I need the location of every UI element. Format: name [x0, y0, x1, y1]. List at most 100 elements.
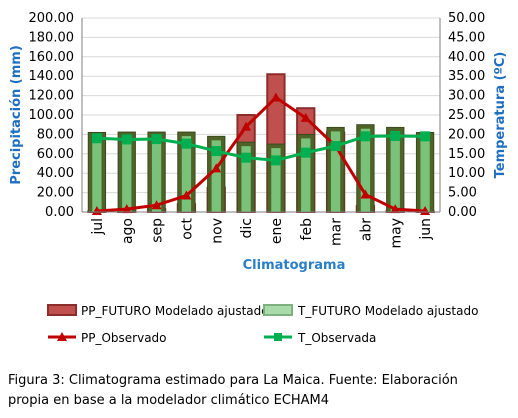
- legend-swatch-t-futuro: [263, 304, 293, 316]
- pp-observado-point: [181, 190, 192, 200]
- right-axis-title: Temperatura (ºC): [493, 52, 508, 179]
- x-axis-title: Climatograma: [243, 258, 346, 273]
- pp-observado-point: [360, 189, 371, 199]
- right-tick-label: 0.00: [448, 205, 477, 220]
- t-observada-point: [121, 134, 132, 145]
- legend-item-t-futuro: T_FUTURO Modelado ajustado: [263, 304, 478, 318]
- pp-observado-point: [300, 112, 311, 122]
- pp-observado-point: [420, 206, 431, 216]
- x-axis-ticks: jul ago sep oct nov dic ene feb mar abr may jun: [90, 218, 434, 249]
- right-tick-label: 20.00: [448, 127, 485, 142]
- t-observada-point: [360, 131, 371, 142]
- t-observada-point: [241, 152, 252, 163]
- t-observada-point: [151, 134, 162, 145]
- legend-swatch-pp-futuro: [47, 304, 77, 316]
- t-futuro-bar: [415, 131, 435, 213]
- t-futuro-bar-fill: [181, 136, 192, 212]
- left-tick-label: 0.00: [45, 205, 74, 220]
- right-tick-label: 35.00: [448, 69, 485, 84]
- right-tick-label: 45.00: [448, 30, 485, 45]
- right-tick-label: 10.00: [448, 166, 485, 181]
- x-tick-label: jul: [90, 218, 106, 236]
- t-observada-point: [270, 155, 281, 166]
- caption-line-2: propia en base a la modelador climático …: [8, 393, 330, 408]
- t-futuro-bar: [117, 131, 136, 213]
- left-tick-label: 120.00: [29, 89, 75, 104]
- legend-item-pp-observado: PP_Observado: [48, 331, 167, 345]
- left-tick-label: 20.00: [37, 186, 74, 201]
- t-futuro-bar: [296, 133, 315, 213]
- x-tick-label: mar: [329, 218, 345, 246]
- legend-item-t-observada: T_Observada: [264, 331, 376, 345]
- figure-caption: Figura 3: Climatograma estimado para La …: [8, 371, 508, 411]
- t-observada-point: [330, 141, 341, 152]
- t-futuro-bar: [87, 131, 107, 213]
- t-observada-point: [300, 147, 311, 158]
- axes: [81, 18, 441, 213]
- left-tick-label: 140.00: [29, 69, 75, 84]
- right-tick-label: 30.00: [448, 89, 485, 104]
- t-observada-point: [211, 146, 222, 157]
- x-tick-label: nov: [209, 218, 225, 244]
- pp-observado-point: [270, 92, 281, 102]
- t-futuro-bar-fill: [360, 128, 371, 212]
- t-futuro-bar-fill: [271, 148, 281, 212]
- right-tick-label: 50.00: [448, 11, 485, 26]
- left-tick-label: 80.00: [37, 127, 74, 142]
- left-tick-label: 180.00: [29, 30, 75, 45]
- left-tick-label: 60.00: [37, 147, 74, 162]
- x-tick-label: jun: [418, 218, 434, 241]
- right-tick-label: 15.00: [448, 147, 485, 162]
- t-futuro-bars: [87, 124, 435, 213]
- x-tick-label: ago: [120, 218, 136, 244]
- t-futuro-bar: [236, 141, 256, 213]
- pp-observado-point: [151, 200, 162, 210]
- legend: PP_FUTURO Modelado ajustado T_FUTURO Mod…: [47, 304, 478, 345]
- pp-observado-point: [91, 206, 102, 216]
- t-observada-line: [91, 130, 431, 166]
- x-tick-label: abr: [358, 218, 374, 241]
- legend-label-t-futuro: T_FUTURO Modelado ajustado: [297, 304, 478, 318]
- right-axis-ticks: 0.00 5.00 10.00 15.00 20.00 25.00 30.00 35.00 40…: [448, 11, 485, 220]
- t-observada-point: [420, 131, 431, 142]
- left-tick-label: 200.00: [29, 11, 75, 26]
- left-axis-title: Precipitación (mm): [9, 45, 24, 185]
- t-futuro-bar-fill: [301, 138, 311, 212]
- t-futuro-bar-fill: [241, 146, 251, 212]
- legend-label-pp-futuro: PP_FUTURO Modelado ajustado: [81, 304, 269, 318]
- left-tick-label: 40.00: [37, 166, 74, 181]
- t-futuro-bar: [266, 143, 286, 213]
- legend-label-pp-observado: PP_Observado: [81, 331, 167, 345]
- legend-marker-t-observada: [274, 333, 282, 341]
- left-tick-label: 100.00: [29, 108, 75, 123]
- t-futuro-bar-fill: [151, 136, 162, 212]
- caption-line-1: Figura 3: Climatograma estimado para La …: [8, 373, 458, 388]
- legend-label-t-observada: T_Observada: [297, 331, 376, 345]
- t-futuro-bar-fill: [122, 136, 132, 212]
- t-futuro-bar-fill: [92, 136, 102, 212]
- x-tick-label: ene: [269, 218, 285, 244]
- pp-observado-point: [390, 204, 401, 214]
- right-tick-label: 25.00: [448, 108, 485, 123]
- pp-futuro-bars: [87, 73, 435, 214]
- grid-lines: [82, 17, 440, 213]
- t-observada-polyline: [96, 134, 426, 162]
- right-tick-label: 5.00: [448, 186, 477, 201]
- legend-marker-pp-observado: [57, 332, 67, 341]
- x-tick-label: sep: [150, 218, 166, 243]
- right-tick-label: 40.00: [448, 50, 485, 65]
- t-futuro-bar-fill: [390, 131, 400, 212]
- pp-observado-point: [241, 121, 252, 131]
- t-futuro-bar-fill: [420, 136, 430, 212]
- t-observada-point: [390, 130, 401, 141]
- x-tick-label: may: [388, 218, 404, 249]
- t-observada-point: [91, 133, 102, 144]
- x-tick-label: dic: [239, 218, 255, 238]
- t-futuro-bar-fill: [330, 131, 341, 212]
- pp-observado-polyline: [96, 95, 426, 213]
- t-futuro-bar-fill: [211, 140, 221, 212]
- x-tick-label: feb: [299, 218, 315, 241]
- climatogram-chart: 0.00 20.00 40.00 60.00 80.00 100.00 120.00 140.…: [9, 11, 508, 345]
- left-tick-label: 160.00: [29, 50, 75, 65]
- x-tick-label: oct: [179, 218, 195, 240]
